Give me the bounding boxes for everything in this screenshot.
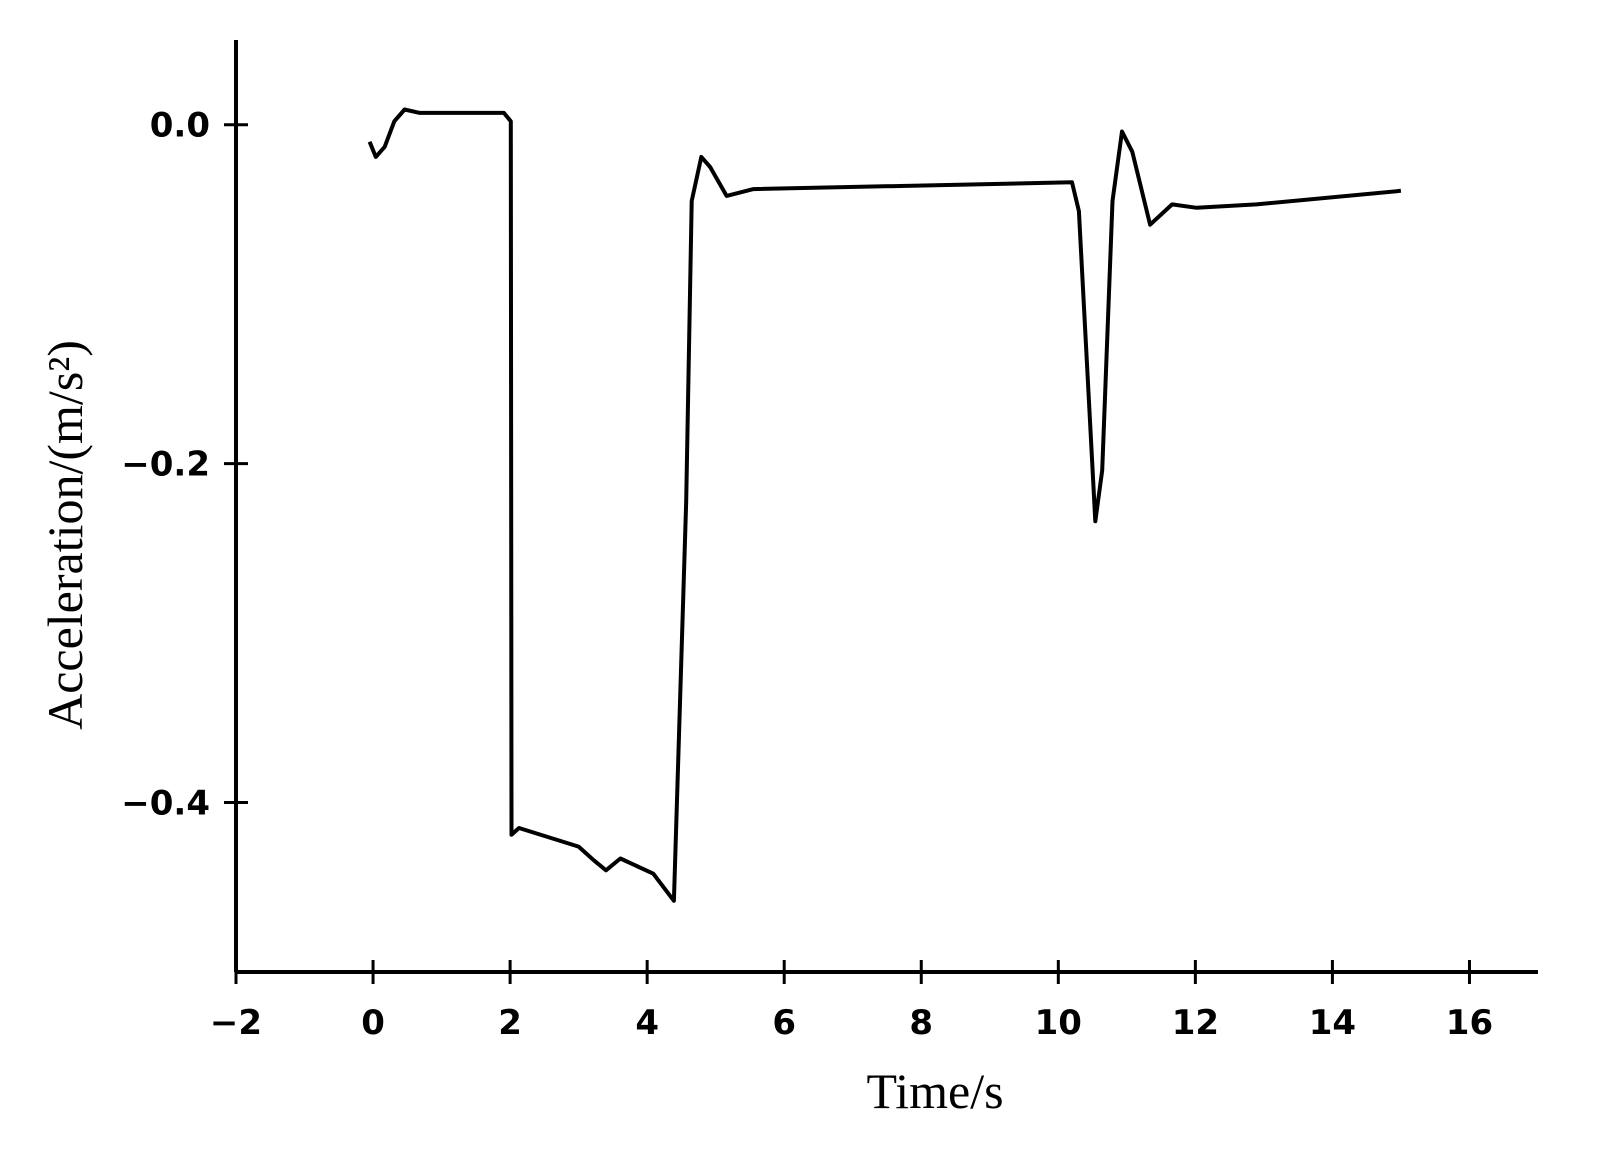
x-tick-label: 12 [1172, 1003, 1219, 1043]
x-axis-label: Time/s [866, 1063, 1003, 1119]
y-tick-label: 0.0 [150, 106, 210, 146]
x-tick-label: 4 [635, 1003, 659, 1043]
x-tick-label: 10 [1035, 1003, 1082, 1043]
x-tick-label: 8 [909, 1003, 933, 1043]
x-tick-label: 0 [361, 1003, 385, 1043]
x-tick-label: 16 [1446, 1003, 1493, 1043]
data-line [367, 107, 1402, 903]
y-tick-label: −0.4 [121, 784, 210, 824]
x-tick-label: 6 [772, 1003, 796, 1043]
y-tick-label: −0.2 [121, 445, 210, 485]
x-tick-label: 2 [498, 1003, 522, 1043]
y-axis-label: Acceleration/(m/s²) [37, 340, 93, 730]
x-tick-label: 14 [1309, 1003, 1356, 1043]
x-tick-label: −2 [210, 1003, 262, 1043]
